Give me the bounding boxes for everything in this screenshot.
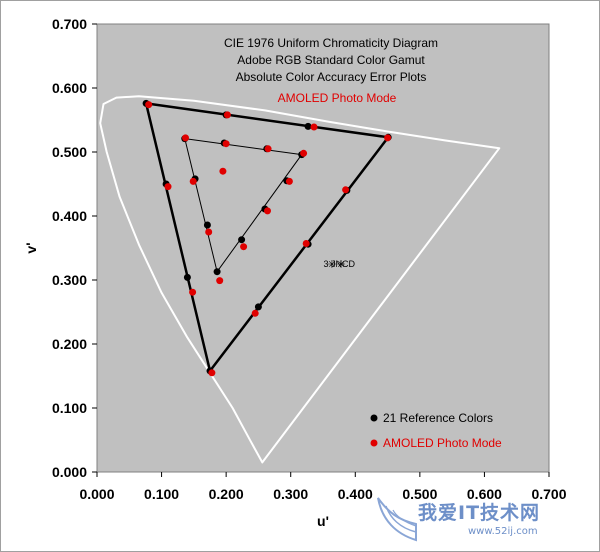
measured-point-9 <box>189 288 197 296</box>
y-tick-label-7: 0.600 <box>52 80 87 96</box>
x-tick-label-8: 0.700 <box>531 486 566 502</box>
reference-point-7 <box>254 303 262 311</box>
reference-point-9 <box>183 273 191 281</box>
inner-gamut-triangle <box>184 138 303 273</box>
y-tick-label-2: 0.100 <box>52 400 87 416</box>
legend-reference-label: 21 Reference Colors <box>383 411 493 425</box>
jncd-marker-1: ✳ <box>327 258 336 271</box>
reference-point-18 <box>213 268 221 276</box>
x-tick-label-6: 0.500 <box>402 486 437 502</box>
y-tick-label-1: 0.000 <box>52 464 87 480</box>
legend-measured-label: AMOLED Photo Mode <box>383 436 502 450</box>
measured-point-12 <box>222 140 230 148</box>
legend: 21 Reference Colors AMOLED Photo Mode <box>370 411 502 450</box>
measured-point-7 <box>251 309 259 317</box>
x-tick-label-4: 0.300 <box>273 486 308 502</box>
chart-subtitle: AMOLED Photo Mode <box>278 91 397 105</box>
measured-point-15 <box>285 177 293 185</box>
x-tick-label-3: 0.200 <box>209 486 244 502</box>
measured-point-6 <box>302 240 310 247</box>
x-tick-label-2: 0.100 <box>144 486 179 502</box>
chart-title-line-3: Absolute Color Accuracy Error Plots <box>236 70 427 84</box>
y-tick-label-6: 0.500 <box>52 144 87 160</box>
measured-point-14 <box>300 149 308 157</box>
y-axis-label: v' <box>23 242 39 253</box>
watermark-url: www.52ij.com <box>468 526 538 537</box>
measured-point-4 <box>384 134 392 142</box>
measured-point-11 <box>182 134 189 142</box>
measured-point-21 <box>219 167 227 175</box>
legend-measured-marker <box>370 439 378 447</box>
reference-point-19 <box>203 221 211 229</box>
measured-point-19 <box>205 228 213 236</box>
measured-point-10 <box>164 183 172 191</box>
chart-title-line-1: CIE 1976 Uniform Chromaticity Diagram <box>224 36 438 50</box>
watermark-text: 我爱IT技术网 <box>418 502 541 524</box>
outer-gamut-triangle <box>144 101 391 374</box>
x-tick-label-7: 0.600 <box>467 486 502 502</box>
jncd-annotation: 3 JNCD <box>323 259 355 269</box>
measured-point-2 <box>223 111 231 119</box>
y-tick-label-5: 0.400 <box>52 208 87 224</box>
measured-point-20 <box>189 177 197 185</box>
y-tick-label-3: 0.200 <box>52 336 87 352</box>
y-tick-label-8: 0.700 <box>52 16 87 32</box>
measured-point-16 <box>264 207 271 215</box>
measured-point-13 <box>264 145 272 153</box>
measured-point-1 <box>145 101 153 109</box>
spectral-locus <box>99 95 501 464</box>
measured-point-3 <box>310 123 318 131</box>
reference-point-17 <box>238 236 246 244</box>
chart-title-line-2: Adobe RGB Standard Color Gamut <box>237 53 425 67</box>
site-watermark: 我爱IT技术网 www.52ij.com <box>368 488 598 550</box>
measured-point-17 <box>240 243 248 251</box>
reference-point-3 <box>304 122 312 130</box>
measured-point-18 <box>216 277 224 285</box>
jncd-marker-2: ✳ <box>336 258 345 271</box>
legend-reference-marker <box>370 414 378 422</box>
x-axis-label: u' <box>317 513 329 529</box>
wing-logo-icon <box>377 497 417 542</box>
measured-point-8 <box>208 369 216 377</box>
y-tick-label-4: 0.300 <box>52 272 87 288</box>
measured-point-5 <box>342 186 350 194</box>
x-tick-label-1: 0.000 <box>79 486 114 502</box>
x-tick-label-5: 0.400 <box>338 486 373 502</box>
